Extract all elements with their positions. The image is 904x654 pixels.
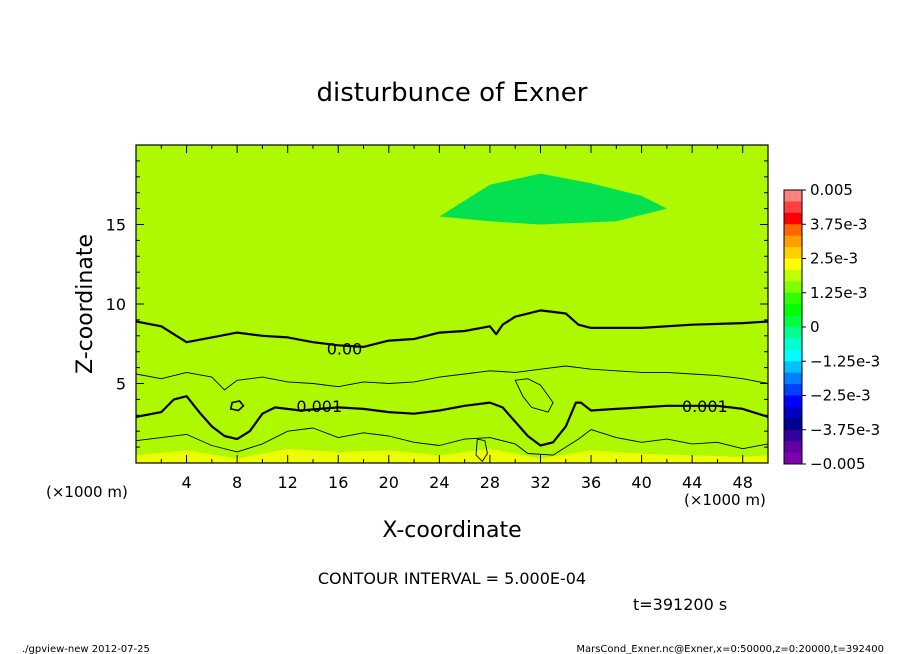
colorbar-label: 0.005 xyxy=(810,181,853,199)
x-axis-label: X-coordinate xyxy=(382,518,521,543)
y-tick-label: 10 xyxy=(106,295,126,314)
colorbar-segment xyxy=(784,281,802,294)
field-blob xyxy=(439,173,667,225)
x-tick-label: 40 xyxy=(631,473,651,492)
colorbar-segment xyxy=(784,384,802,396)
contour-line xyxy=(136,365,768,391)
chart-title: disturbunce of Exner xyxy=(317,78,588,108)
colorbar-segment xyxy=(784,190,802,202)
contour-line xyxy=(136,309,768,348)
contour-label: 0.00 xyxy=(327,340,363,359)
colorbar-label: −0.005 xyxy=(810,455,866,473)
y-axis-label: Z-coordinate xyxy=(73,234,98,374)
contour-labels: 0.00 0.001 0.001 xyxy=(296,340,727,416)
colorbar-label: 1.25e-3 xyxy=(810,284,868,302)
contour-label: 0.001 xyxy=(296,397,342,416)
x-tick-label: 36 xyxy=(581,473,601,492)
colorbar-label: 3.75e-3 xyxy=(810,215,868,233)
colorbar-labels: 0.005 3.75e-3 2.5e-3 1.25e-3 0 −1.25e-3 −2.5e-… xyxy=(802,181,880,473)
heatmap-field xyxy=(136,145,768,463)
contour-line xyxy=(136,427,768,456)
colorbar-segment xyxy=(784,372,802,385)
colorbar-segment xyxy=(784,441,802,454)
colorbar-segment xyxy=(784,361,802,374)
contour-line xyxy=(136,395,768,447)
colorbar-label: 2.5e-3 xyxy=(810,250,858,268)
colorbar-label: −2.5e-3 xyxy=(810,387,871,405)
x-tick-label: 32 xyxy=(530,473,550,492)
contour-loop xyxy=(475,438,488,463)
colorbar-segment xyxy=(784,315,802,328)
colorbar-segment xyxy=(784,338,802,351)
colorbar-segment xyxy=(784,269,802,282)
colorbar-segment xyxy=(784,327,802,339)
x-tick-label: 20 xyxy=(379,473,399,492)
contour-interval: CONTOUR INTERVAL = 5.000E-04 xyxy=(318,569,586,588)
colorbar-segment xyxy=(784,247,802,259)
contour-loop xyxy=(514,378,554,413)
x-tick-label: 8 xyxy=(232,473,242,492)
colorbar-segment xyxy=(784,418,802,431)
colorbar-label: 0 xyxy=(810,318,820,336)
footer-right: MarsCond_Exner.nc@Exner,x=0:50000,z=0:20… xyxy=(576,644,884,654)
colorbar-segment xyxy=(784,258,802,271)
colorbar-segment xyxy=(784,304,802,317)
colorbar-segment xyxy=(784,292,802,305)
colorbar-segment xyxy=(784,212,802,225)
footer-left: ./gpview-new 2012-07-25 xyxy=(22,644,150,654)
y-tick-label: 5 xyxy=(116,375,126,394)
colorbar-segment xyxy=(784,429,802,442)
x-tick-label: 16 xyxy=(328,473,348,492)
y-axis: 5 10 15 xyxy=(106,160,768,448)
x-tick-label: 12 xyxy=(278,473,298,492)
y-tick-label: 15 xyxy=(106,216,126,235)
colorbar-label: −1.25e-3 xyxy=(810,352,880,370)
colorbar-segment xyxy=(784,201,802,214)
x-tick-label: 24 xyxy=(429,473,449,492)
colorbar-segment xyxy=(784,395,802,408)
colorbar-segment xyxy=(784,406,802,419)
contour-label: 0.001 xyxy=(682,397,728,416)
colorbar-segment xyxy=(784,349,802,362)
colorbar-label: −3.75e-3 xyxy=(810,421,880,439)
colorbar-segment xyxy=(784,235,802,248)
x-tick-label: 28 xyxy=(480,473,500,492)
x-tick-label: 44 xyxy=(682,473,702,492)
contour-loop xyxy=(229,400,245,412)
time-label: t=391200 s xyxy=(633,595,727,614)
colorbar-segment xyxy=(784,224,802,237)
contour-lines xyxy=(136,309,768,463)
x-unit-left: (×1000 m) xyxy=(46,483,128,501)
field-band xyxy=(136,448,768,463)
x-axis: 4 8 12 16 20 24 28 32 36 40 44 48 xyxy=(160,145,753,492)
colorbar xyxy=(783,189,803,465)
x-unit-right: (×1000 m) xyxy=(684,491,766,509)
x-tick-label: 48 xyxy=(733,473,753,492)
colorbar-segment xyxy=(784,452,802,465)
field-band xyxy=(136,145,768,459)
x-tick-label: 4 xyxy=(181,473,191,492)
